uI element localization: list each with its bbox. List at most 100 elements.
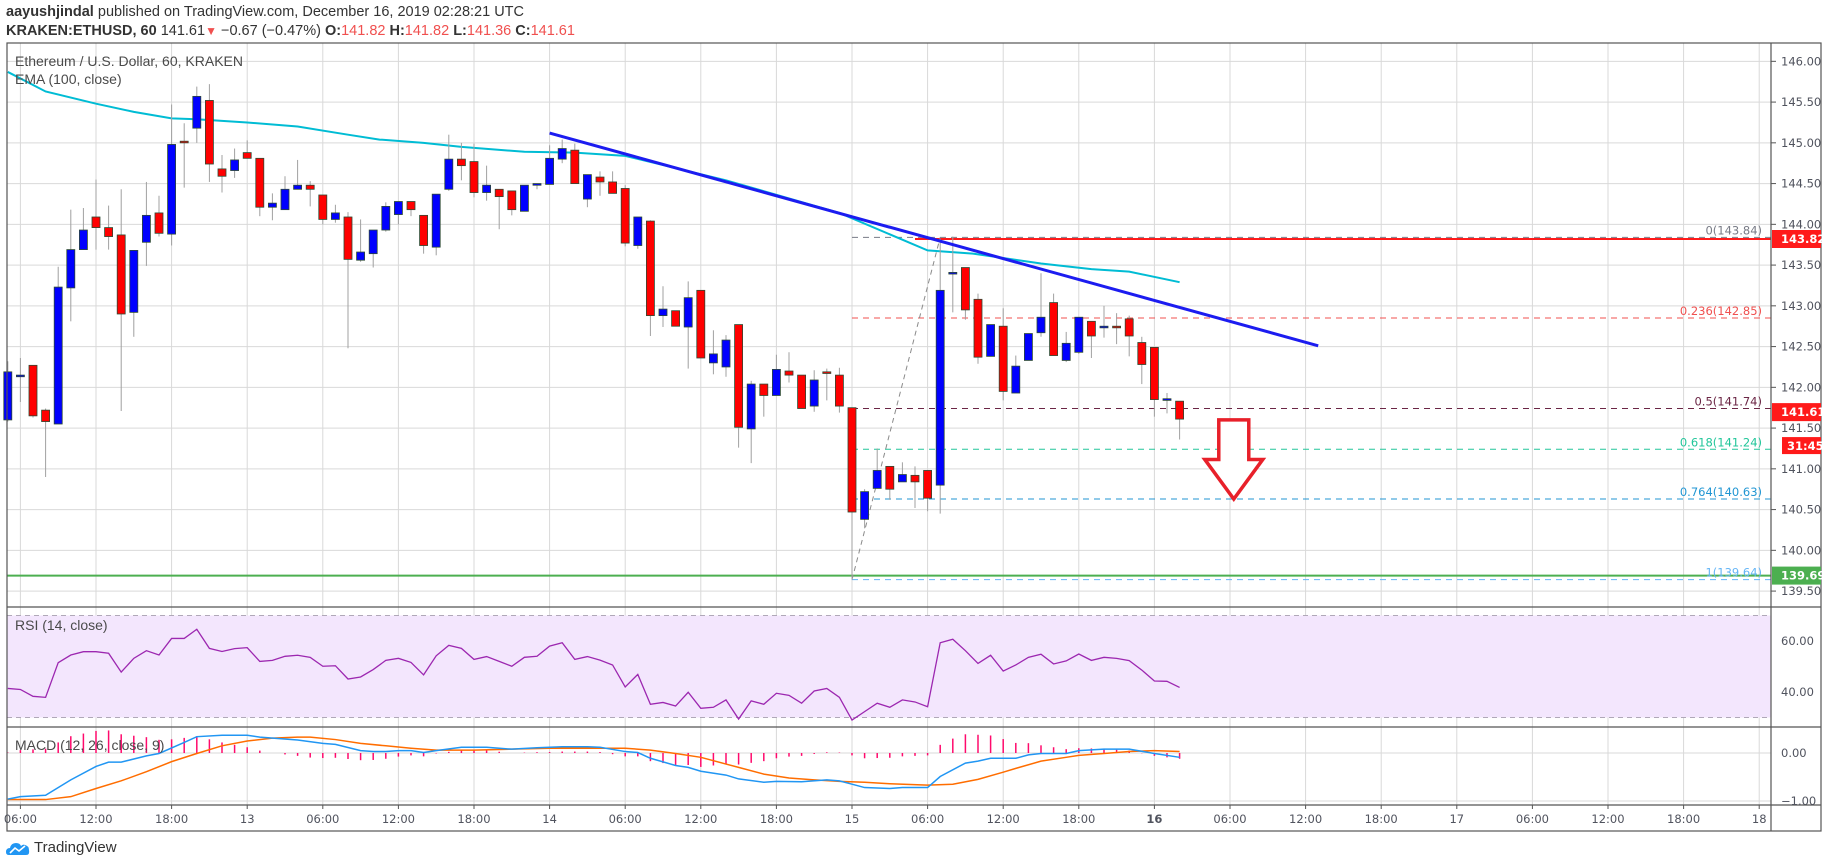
fib-level-label: 0.618(141.24): [1680, 435, 1762, 449]
price-tag: 141.61: [1781, 405, 1825, 419]
candle-up: [557, 148, 567, 160]
candle-up: [192, 95, 202, 129]
candle-down: [217, 168, 227, 177]
candle-up: [532, 183, 542, 186]
price-tag-bg: [1772, 230, 1821, 248]
time-axis-label: 12:00: [382, 812, 415, 826]
tradingview-cloud-icon: [6, 842, 30, 855]
price-axis-label: 146.00: [1781, 54, 1821, 68]
candle-up: [1162, 398, 1172, 401]
countdown-bg: [1782, 437, 1821, 455]
candle-up: [431, 193, 441, 248]
time-axis-label: 12:00: [1289, 812, 1322, 826]
tradingview-logo[interactable]: TradingView: [6, 839, 117, 856]
low-label: L:: [453, 23, 467, 39]
candle-up: [872, 470, 882, 489]
macd-legend[interactable]: MACD (12, 26, close, 9): [15, 737, 164, 753]
time-axis-label: 17: [1449, 812, 1464, 826]
candle-down: [419, 214, 429, 246]
price-axis-label: 141.00: [1781, 462, 1821, 476]
candle-down: [1049, 302, 1058, 356]
fib-level-label: 0.764(140.63): [1680, 485, 1762, 499]
rsi-legend[interactable]: RSI (14, close): [15, 617, 108, 633]
time-axis-label: 14: [542, 812, 557, 826]
candle-up: [66, 249, 76, 289]
publish-info: aayushjindal published on TradingView.co…: [6, 4, 524, 21]
candle-down: [456, 158, 466, 167]
candle-up: [129, 250, 139, 313]
axis-labels: 06:00 12:00 18:00 13 06:00 12:00 18:00 14 06:00 1…: [4, 54, 1826, 826]
candle-down: [595, 176, 605, 183]
candle-up: [520, 184, 529, 212]
close-label: C:: [515, 23, 531, 39]
price-axis-label: 142.00: [1781, 380, 1821, 394]
price-tag-bg: [1772, 403, 1821, 422]
candle-down: [696, 289, 706, 359]
candle-down: [469, 161, 479, 193]
time-axis-label: 06:00: [1516, 812, 1549, 826]
price-axis-label: 144.00: [1781, 217, 1821, 231]
high-label: H:: [389, 23, 405, 39]
close-value: 141.61: [530, 23, 575, 39]
ema-legend[interactable]: EMA (100, close): [15, 71, 122, 87]
time-axis-label: 18:00: [1365, 812, 1398, 826]
time-axis-label: 12:00: [987, 812, 1020, 826]
candle-up: [948, 272, 958, 275]
price-change: −0.67 (−0.47%): [220, 23, 321, 39]
chart-border: [6, 42, 1822, 832]
candle-down: [255, 157, 265, 208]
time-axis-label: 15: [845, 812, 860, 826]
candle-down: [305, 184, 315, 190]
candle-down: [494, 188, 504, 198]
candle-up: [482, 184, 492, 193]
time-axis-label: 06:00: [1213, 812, 1246, 826]
candle-up: [746, 383, 756, 430]
candle-down: [343, 216, 353, 260]
fib-level-label: 0(143.84): [1705, 223, 1762, 237]
rsi-line: [7, 628, 1180, 721]
candle-down: [104, 227, 113, 237]
price-axis-label: 139.50: [1781, 584, 1821, 598]
candle-up: [3, 371, 13, 421]
candle-down: [759, 383, 769, 396]
fib-level-label: 0.5(141.74): [1694, 395, 1762, 409]
candle-down: [1087, 320, 1096, 337]
publish-text: published on TradingView.com, December 1…: [97, 4, 525, 20]
price-tag: 143.82: [1781, 232, 1825, 246]
candle-up: [1024, 333, 1033, 361]
bar-countdown: 31:45: [1787, 439, 1824, 453]
candle-down: [973, 298, 983, 358]
candle-up: [545, 157, 554, 185]
candle-down: [885, 465, 895, 490]
down-arrow-icon: [1201, 418, 1267, 502]
ema-line: [7, 71, 1180, 284]
time-axis-label: 18:00: [1062, 812, 1095, 826]
price-axis-label: 145.50: [1781, 95, 1821, 109]
last-price: 141.61: [160, 23, 206, 39]
candle-down: [835, 374, 844, 407]
time-axis-label: 18:00: [155, 812, 188, 826]
candle-up: [368, 229, 378, 255]
rsi-axis-label: 40.00: [1781, 685, 1814, 699]
candle-down: [1175, 400, 1184, 420]
price-axis-label: 141.50: [1781, 421, 1821, 435]
price-axis-label: 140.00: [1781, 543, 1821, 557]
author-name[interactable]: aayushjindal: [6, 4, 94, 20]
bearish-trendline: [549, 131, 1319, 348]
candle-down: [507, 190, 517, 211]
time-axis-label: 13: [240, 812, 255, 826]
rsi-axis-label: 60.00: [1781, 634, 1814, 648]
time-axis-label: 06:00: [911, 812, 944, 826]
candle-up: [79, 229, 88, 250]
chart-title-legend: Ethereum / U.S. Dollar, 60, KRAKEN: [15, 53, 243, 69]
candle-up: [393, 201, 403, 215]
candle-up: [15, 374, 25, 378]
price-tag-bg: [1772, 566, 1821, 585]
candle-up: [230, 159, 240, 171]
candle-down: [784, 370, 794, 376]
price-axis-label: 145.00: [1781, 136, 1821, 150]
candle-up: [658, 308, 668, 317]
candle-down: [822, 371, 832, 374]
time-axis-label: 12:00: [684, 812, 717, 826]
